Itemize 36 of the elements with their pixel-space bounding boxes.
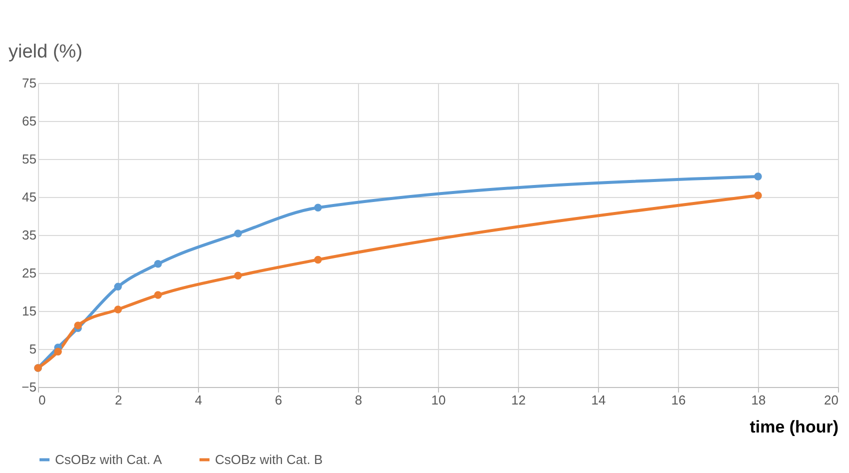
x-tick-label: 6 xyxy=(274,392,282,408)
x-tick-label: 18 xyxy=(751,392,766,408)
point xyxy=(114,282,122,291)
y-tick-label: −5 xyxy=(22,380,36,394)
point xyxy=(754,192,762,200)
y-tick-label: 65 xyxy=(22,114,36,128)
x-tick-label: 20 xyxy=(824,392,838,408)
x-tick-label: 10 xyxy=(431,392,446,408)
x-tick-label: 2 xyxy=(114,392,122,408)
y-tick-label: 45 xyxy=(22,190,36,204)
x-tick-label: 14 xyxy=(591,392,606,408)
x-tick-label: 8 xyxy=(354,392,362,408)
y-tick-label: 35 xyxy=(22,228,36,242)
legend-label: CsOBz with Cat. A xyxy=(55,452,162,467)
point xyxy=(154,260,162,268)
point xyxy=(754,172,762,180)
point xyxy=(114,306,122,314)
point xyxy=(74,322,82,330)
y-axis-title: yield (%) xyxy=(8,42,82,62)
x-tick-label: 16 xyxy=(671,392,686,408)
point xyxy=(234,230,242,238)
y-tick-label: 25 xyxy=(22,266,36,280)
y-tick-label: 15 xyxy=(22,304,36,318)
x-axis-title: time (hour) xyxy=(750,418,838,436)
x-tick-label: 4 xyxy=(194,392,202,408)
point xyxy=(54,348,62,356)
y-tick-label: 75 xyxy=(22,76,36,90)
point xyxy=(314,256,322,264)
x-tick-label: 12 xyxy=(511,392,526,408)
legend-label: CsOBz with Cat. B xyxy=(215,452,323,467)
point xyxy=(314,204,322,212)
x-tick-label: 0 xyxy=(38,392,46,408)
point xyxy=(234,272,242,280)
point xyxy=(154,291,162,299)
y-tick-label: 55 xyxy=(22,152,36,166)
y-tick-label: 5 xyxy=(29,342,36,356)
